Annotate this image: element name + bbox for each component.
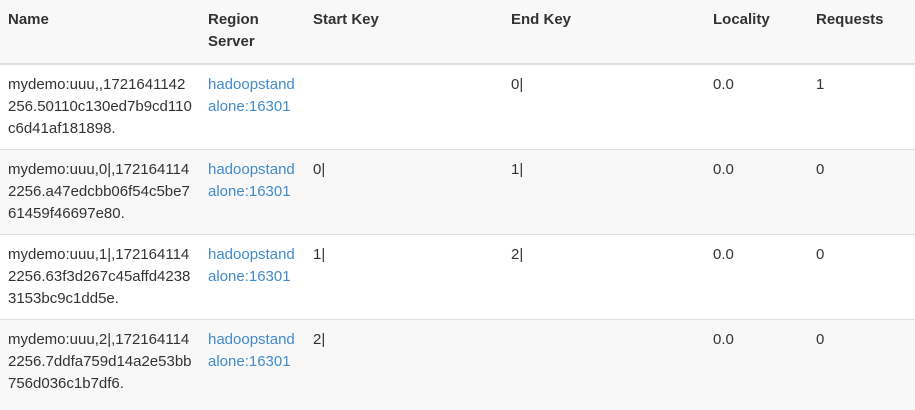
cell-locality: 0.0: [705, 319, 808, 410]
cell-requests: 0: [808, 149, 915, 235]
cell-end-key: [503, 319, 705, 410]
cell-start-key: 1|: [305, 234, 503, 320]
cell-locality: 0.0: [705, 63, 808, 150]
column-header-end-key: End Key: [503, 0, 705, 65]
table-row: mydemo:uuu,2|,1721641142256.7ddfa759d14a…: [0, 319, 915, 410]
region-server-link[interactable]: hadoopstandalone:16301: [208, 331, 295, 370]
cell-region-server: hadoopstandalone:16301: [200, 319, 305, 410]
cell-region-name: mydemo:uuu,,1721641142256.50110c130ed7b9…: [0, 63, 200, 150]
cell-requests: 0: [808, 234, 915, 320]
table-row: mydemo:uuu,0|,1721641142256.a47edcbb06f5…: [0, 149, 915, 235]
table-row: mydemo:uuu,,1721641142256.50110c130ed7b9…: [0, 63, 915, 150]
cell-end-key: 2|: [503, 234, 705, 320]
cell-locality: 0.0: [705, 149, 808, 235]
cell-region-name: mydemo:uuu,0|,1721641142256.a47edcbb06f5…: [0, 149, 200, 235]
cell-region-server: hadoopstandalone:16301: [200, 234, 305, 320]
cell-requests: 0: [808, 319, 915, 410]
cell-region-server: hadoopstandalone:16301: [200, 149, 305, 235]
column-header-requests: Requests: [808, 0, 915, 65]
column-header-start-key: Start Key: [305, 0, 503, 65]
column-header-name: Name: [0, 0, 200, 65]
region-server-link[interactable]: hadoopstandalone:16301: [208, 246, 295, 285]
cell-end-key: 0|: [503, 63, 705, 150]
cell-start-key: 0|: [305, 149, 503, 235]
cell-region-server: hadoopstandalone:16301: [200, 63, 305, 150]
cell-region-name: mydemo:uuu,2|,1721641142256.7ddfa759d14a…: [0, 319, 200, 410]
column-header-locality: Locality: [705, 0, 808, 65]
cell-end-key: 1|: [503, 149, 705, 235]
cell-region-name: mydemo:uuu,1|,1721641142256.63f3d267c45a…: [0, 234, 200, 320]
cell-start-key: 2|: [305, 319, 503, 410]
cell-requests: 1: [808, 63, 915, 150]
region-server-link[interactable]: hadoopstandalone:16301: [208, 76, 295, 115]
table-row: mydemo:uuu,1|,1721641142256.63f3d267c45a…: [0, 234, 915, 320]
column-header-region-server: Region Server: [200, 0, 305, 65]
cell-locality: 0.0: [705, 234, 808, 320]
region-server-link[interactable]: hadoopstandalone:16301: [208, 161, 295, 200]
cell-start-key: [305, 63, 503, 150]
table-header-row: Name Region Server Start Key End Key Loc…: [0, 0, 915, 65]
